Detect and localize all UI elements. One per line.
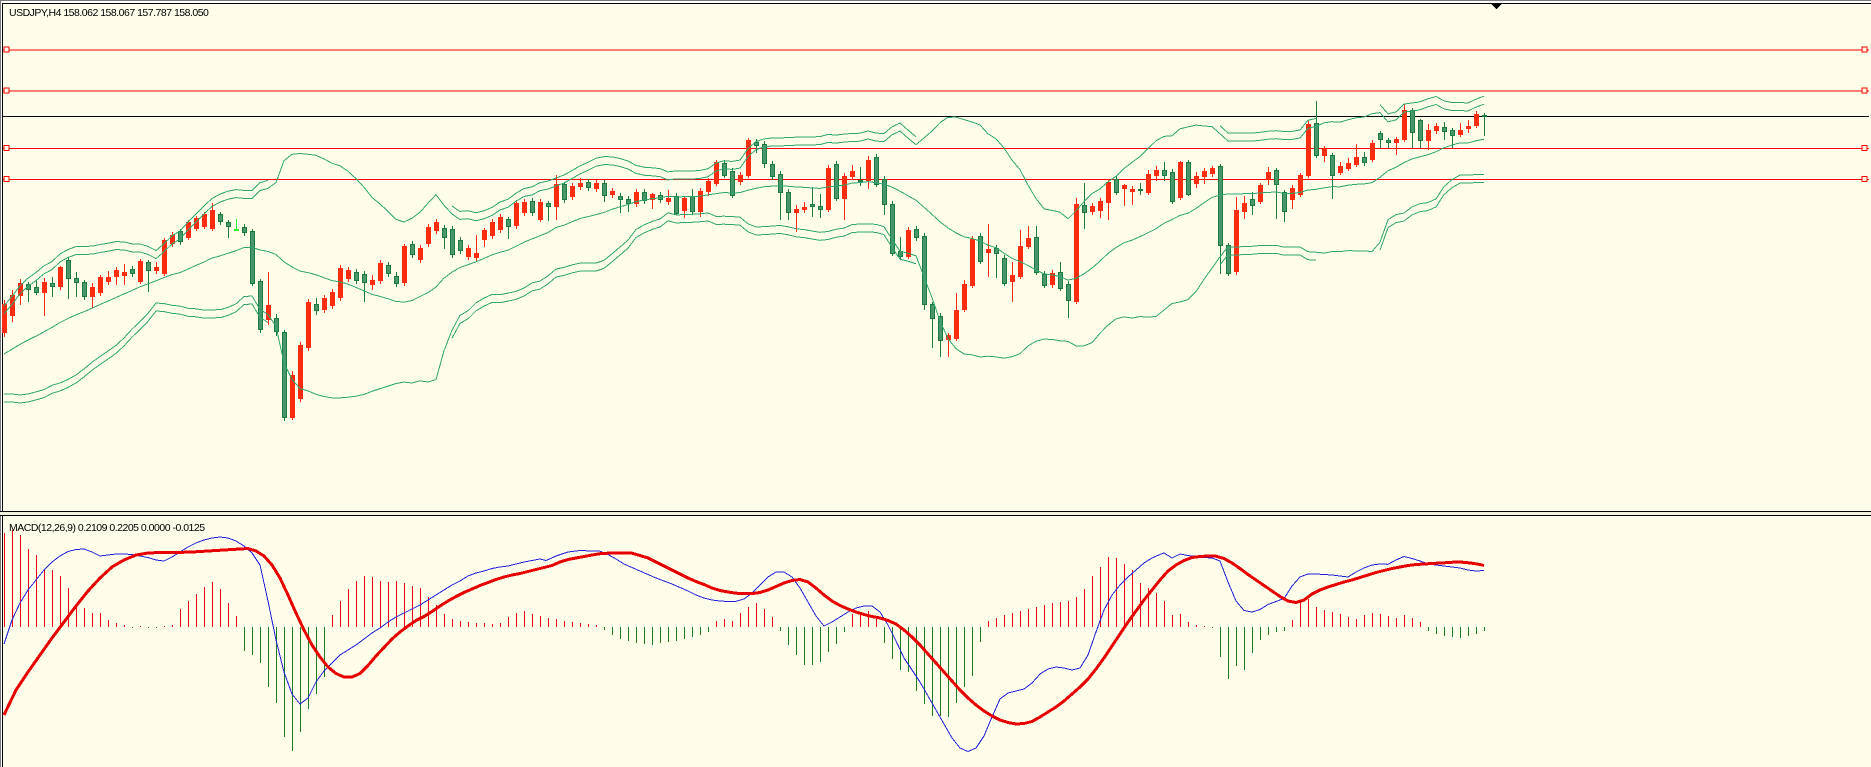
svg-text:USDJPY,H4 158.062 158.067 157: USDJPY,H4 158.062 158.067 157.787 158.05… <box>9 7 209 19</box>
svg-text:MACD(12,26,9) 0.2109 0.2205 0.: MACD(12,26,9) 0.2109 0.2205 0.0000 -0.01… <box>9 522 205 534</box>
